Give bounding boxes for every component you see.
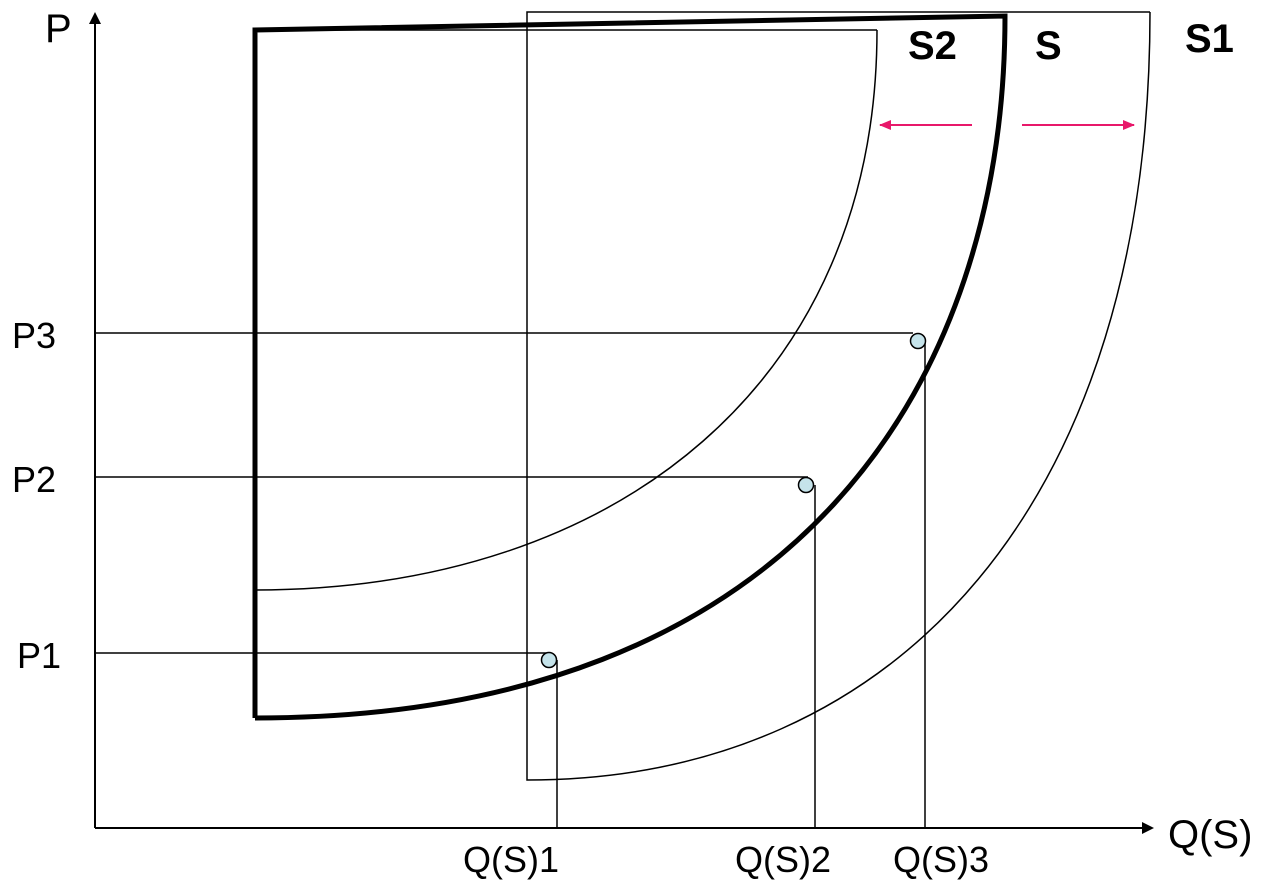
quantity-label-qs3: Q(S)3 <box>893 839 989 880</box>
quantity-label-qs2: Q(S)2 <box>735 839 831 880</box>
curve-label-s: S <box>1035 24 1062 68</box>
supply-curve-s <box>252 13 1008 721</box>
quantity-label-qs1: Q(S)1 <box>463 839 559 880</box>
supply-curve-s2 <box>254 29 878 591</box>
point-p3-qs3 <box>909 332 927 350</box>
y-axis-label: P <box>45 7 72 51</box>
curve-label-s2: S2 <box>908 24 957 68</box>
point-p1-qs1 <box>540 651 558 669</box>
supply-curve-s1 <box>526 11 1151 781</box>
point-p2-qs2 <box>797 476 815 494</box>
x-axis-label: Q(S) <box>1168 813 1252 857</box>
price-label-p2: P2 <box>12 459 56 500</box>
price-label-p1: P1 <box>17 635 61 676</box>
price-label-p3: P3 <box>12 315 56 356</box>
curve-label-s1: S1 <box>1185 17 1234 61</box>
